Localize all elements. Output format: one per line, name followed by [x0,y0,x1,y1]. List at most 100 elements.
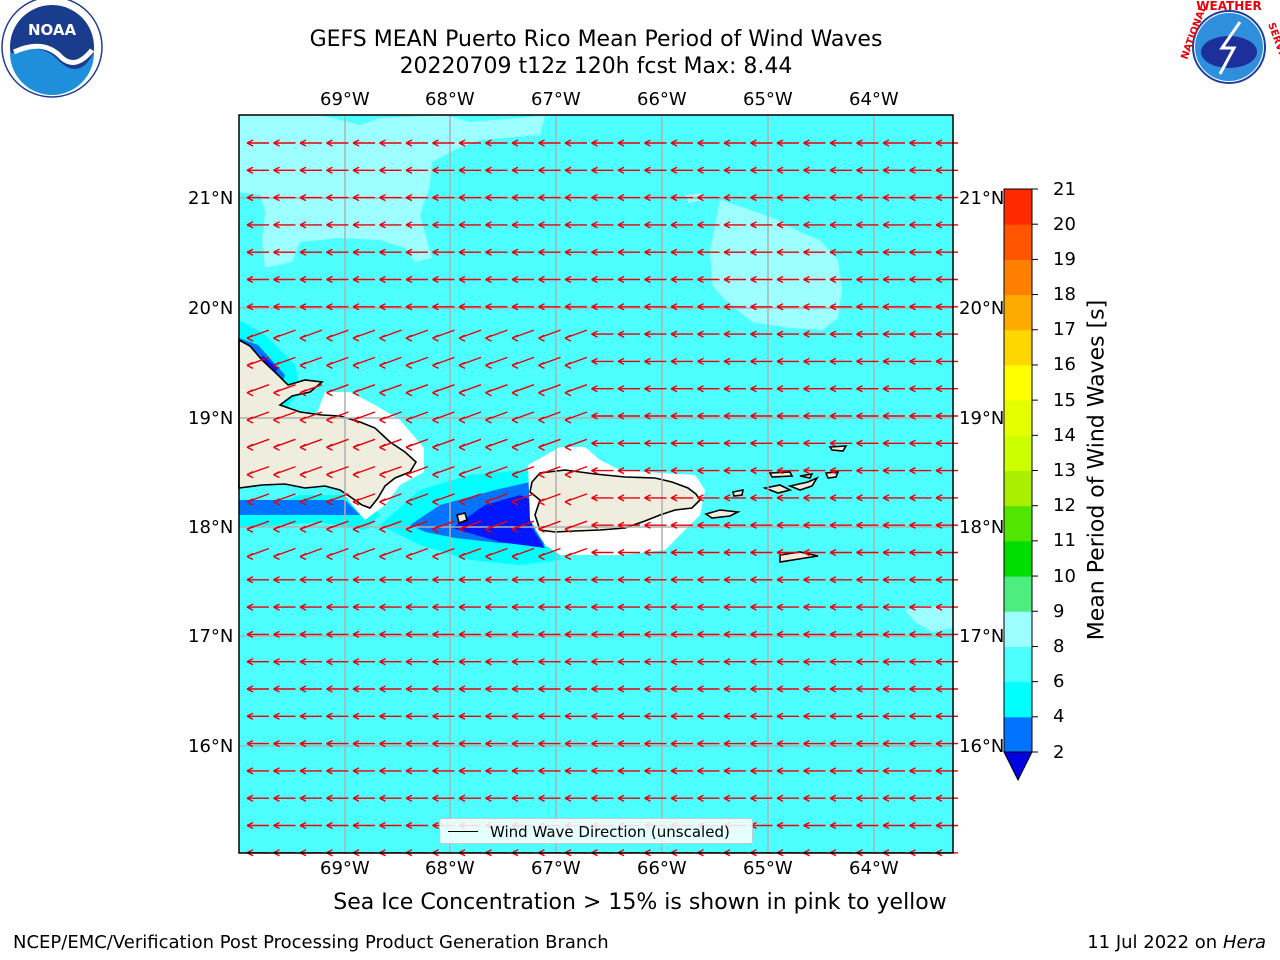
wind-wave-arrow [299,576,322,584]
wind-wave-arrow [273,356,296,370]
wind-wave-arrow [432,712,455,720]
wind-wave-arrow [644,221,667,229]
wind-wave-arrow [511,493,535,506]
wind-wave-arrow [485,303,508,311]
wind-wave-arrow [670,193,693,202]
wind-wave-arrow [405,493,429,506]
wind-wave-arrow [273,248,296,256]
wind-wave-arrow [273,520,296,533]
wind-wave-arrow [935,275,958,284]
wind-wave-arrow [405,630,428,639]
wind-wave-arrow [246,821,269,830]
wind-wave-arrow [458,658,481,666]
map-legend: Wind Wave Direction (unscaled) [439,818,753,844]
wind-wave-arrow [564,794,587,802]
wind-wave-arrow [591,330,614,338]
wind-wave-arrow [935,221,958,229]
wind-wave-arrow [511,411,535,424]
wind-wave-arrow [352,221,375,229]
colorbar-tick-label: 10 [1053,565,1076,587]
wind-wave-arrow [750,603,773,611]
wind-wave-arrow [538,576,561,584]
wind-wave-arrow [856,548,879,557]
lon-label-top: 65°W [743,88,793,110]
wind-wave-arrow [617,712,640,720]
colorbar-tick-label: 14 [1053,424,1076,446]
wind-wave-arrow [246,275,269,284]
wind-wave-arrow [697,166,720,174]
wind-wave-arrow [458,248,481,256]
wind-wave-arrow [829,685,852,693]
wind-wave-arrow [723,767,746,775]
colorbar-segment [1004,681,1032,718]
wind-wave-arrow [246,712,269,720]
wind-wave-arrow [326,576,349,584]
wind-wave-arrow [829,603,852,611]
wind-wave-arrow [670,166,693,174]
wind-wave-arrow [617,794,640,802]
wind-wave-arrow [856,658,879,666]
wind-wave-arrow [564,658,587,666]
wind-wave-arrow [538,275,561,284]
wind-wave-arrow [882,603,905,611]
colorbar-tick-label: 20 [1053,213,1076,235]
wind-wave-arrow [246,384,270,397]
wind-wave-arrow [776,466,799,475]
wind-wave-arrow [670,221,693,229]
wind-wave-arrow [750,275,773,284]
land-areas [238,338,848,563]
wind-wave-arrow [909,685,932,693]
wind-wave-arrow [511,139,534,147]
wind-wave-arrow [299,411,323,424]
wind-wave-arrow [723,685,746,693]
wind-wave-arrow [352,712,375,720]
lat-label-left: 21°N [188,187,234,209]
wind-wave-arrow [776,275,799,284]
wind-wave-arrow [776,548,799,557]
wind-wave-arrow [458,384,482,397]
wind-wave-arrow [511,520,535,533]
wind-wave-arrow [829,739,852,748]
wind-wave-arrow [591,357,614,366]
wind-wave-arrow [750,794,773,802]
wind-wave-arrow [352,438,376,451]
wind-wave-arrow [803,412,826,420]
wind-wave-arrow [856,385,879,393]
colorbar-segment [1004,435,1032,471]
wind-wave-arrow [670,275,693,284]
colorbar-tick-label: 17 [1053,319,1076,341]
wind-wave-arrow [723,494,746,502]
wind-wave-arrow [750,412,773,420]
wind-wave-arrow [273,411,296,424]
wind-wave-arrow [882,303,905,311]
wind-wave-arrow [458,547,482,561]
wind-wave-arrow [750,739,773,748]
wind-wave-arrow [246,248,269,256]
wind-wave-arrow [432,739,455,748]
wind-wave-arrow [882,275,905,284]
wind-wave-arrow [644,248,667,256]
wind-wave-arrow [935,521,958,529]
wind-wave-arrow [511,193,534,202]
wind-wave-arrow [511,303,534,311]
wind-wave-arrow [644,330,667,338]
wind-wave-arrow [670,494,693,502]
wind-wave-arrow [485,712,508,720]
wind-wave-arrow [776,658,799,666]
wind-wave-arrow [723,548,746,557]
wind-wave-arrow [617,576,640,584]
wind-wave-arrow [326,520,349,533]
wind-wave-arrow [273,493,296,506]
wind-wave-arrow [273,630,296,639]
wind-wave-arrow [697,794,720,802]
wind-wave-arrow [882,439,905,447]
wind-wave-arrow [246,356,270,370]
wind-wave-arrow [326,794,349,802]
wind-wave-arrow [538,139,561,147]
wind-wave-arrow [485,193,508,202]
wind-wave-arrow [882,166,905,174]
wind-wave-arrow [909,576,932,584]
wind-wave-arrow [909,193,932,202]
lat-label-right: 20°N [959,297,1005,319]
wind-wave-arrow [564,193,587,202]
